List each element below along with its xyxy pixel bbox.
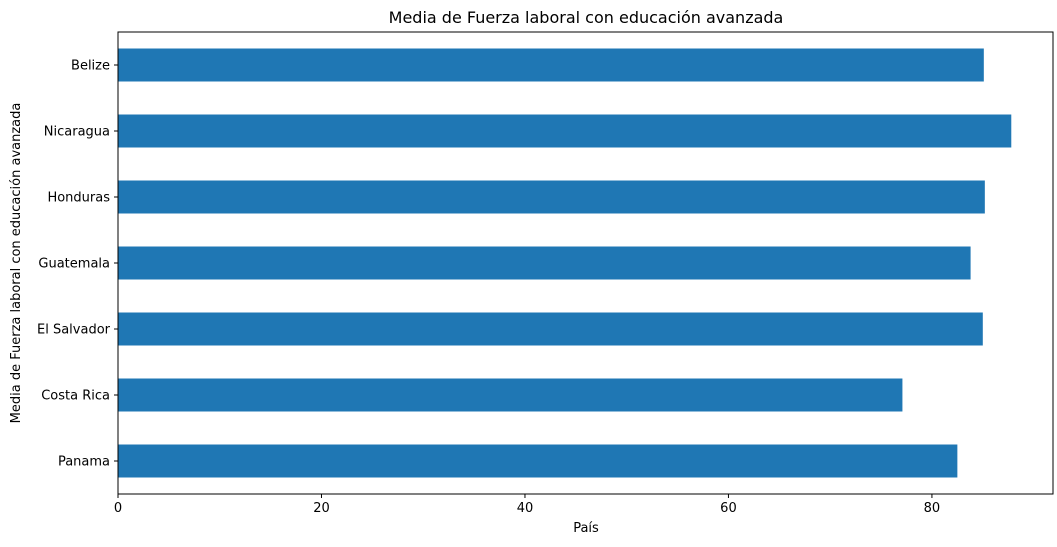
bar-panama: [118, 444, 958, 478]
bar-costa-rica: [118, 378, 903, 412]
y-tick-label: Costa Rica: [41, 389, 110, 404]
y-tick-label: Belize: [71, 59, 110, 74]
x-tick-label: 60: [720, 501, 737, 516]
plot-frame: [117, 31, 1054, 495]
x-tick-label: 0: [114, 501, 122, 516]
bar-el-salvador: [118, 312, 983, 346]
x-axis-label: País: [573, 521, 599, 536]
x-tick-label: 80: [924, 501, 941, 516]
y-tick-label: Guatemala: [38, 257, 110, 272]
y-tick-labels: Panama Costa Rica El Salvador Guatemala Hond…: [37, 59, 118, 470]
x-ticks: 0 20 40 60 80: [114, 494, 940, 516]
bar-guatemala: [118, 246, 971, 280]
y-tick-label: El Salvador: [37, 323, 111, 338]
y-tick-label: Panama: [58, 455, 110, 470]
chart-title: Media de Fuerza laboral con educación av…: [389, 8, 784, 27]
y-tick-label: Nicaragua: [44, 125, 110, 140]
x-tick-label: 40: [517, 501, 534, 516]
bar-honduras: [118, 180, 985, 214]
y-axis-label: Media de Fuerza laboral con educación av…: [9, 103, 24, 424]
bar-belize: [118, 48, 984, 82]
x-tick-label: 20: [313, 501, 330, 516]
y-tick-label: Honduras: [47, 191, 110, 206]
bar-nicaragua: [118, 114, 1012, 148]
bars: [118, 48, 1012, 478]
